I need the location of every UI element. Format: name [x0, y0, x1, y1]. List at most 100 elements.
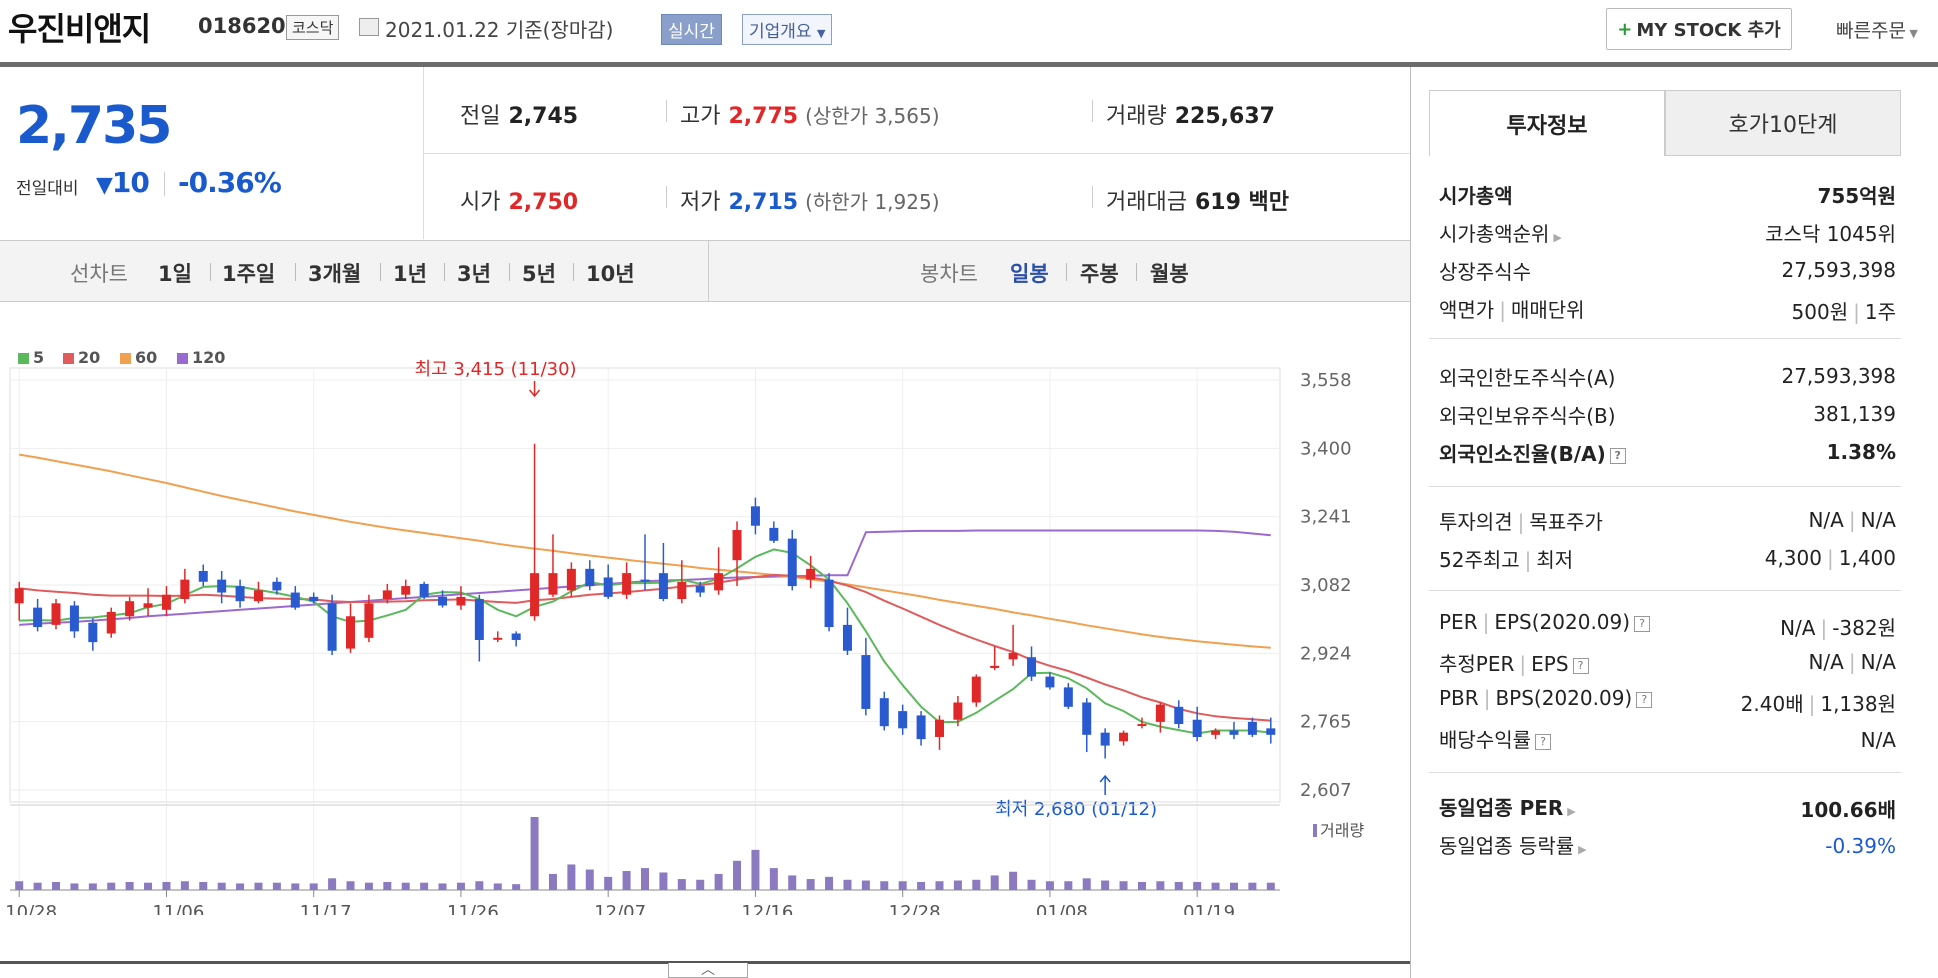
- candle-body: [787, 538, 797, 587]
- x-tick-label: 11/17: [300, 902, 352, 915]
- stock-chart[interactable]: 3,558 3,400 3,241 3,082 2,924 2,765 2,607 10/28…: [0, 335, 1410, 915]
- volume-bar: [825, 876, 834, 890]
- company-overview-button[interactable]: 기업개요 ▼: [742, 14, 833, 45]
- period-daily-candle[interactable]: 일봉: [1010, 262, 1049, 286]
- industry-rate-link[interactable]: 동일업종 등락률 ▶: [1439, 830, 1587, 859]
- help-icon[interactable]: ?: [1634, 615, 1651, 632]
- candle-body: [474, 599, 484, 640]
- x-tick-label: 10/28: [5, 902, 57, 915]
- est-per-val: N/A: [1808, 650, 1844, 674]
- par-unit-label: 액면가 | 매매단위: [1439, 298, 1585, 322]
- calendar-icon: [359, 18, 379, 36]
- week52-label: 52주최고 | 최저: [1439, 548, 1574, 572]
- candle-body: [217, 579, 227, 593]
- line-chart-label: 선차트: [70, 262, 128, 286]
- change-label: 전일대비: [16, 179, 79, 199]
- candle-body: [125, 601, 135, 617]
- volume-bar: [622, 871, 631, 890]
- current-price: 2,735: [16, 96, 172, 156]
- low-arrow-head: [1099, 774, 1111, 783]
- candle-body: [1063, 687, 1073, 707]
- header-divider: [0, 62, 1938, 67]
- help-icon[interactable]: ?: [1636, 691, 1653, 708]
- est-eps-val: N/A: [1860, 650, 1896, 674]
- y-tick-label: 3,082: [1300, 575, 1352, 596]
- tab-quote-10[interactable]: 호가10단계: [1665, 90, 1901, 156]
- collapse-toggle[interactable]: ︿: [668, 962, 748, 978]
- candle-body: [401, 586, 411, 595]
- stat-high-value: 2,775: [728, 104, 799, 129]
- legend-swatch: [18, 353, 29, 364]
- help-icon[interactable]: ?: [1535, 733, 1551, 750]
- tab-invest-info[interactable]: 투자정보: [1429, 90, 1665, 156]
- candle-body: [198, 570, 208, 582]
- help-icon[interactable]: ?: [1572, 657, 1589, 674]
- candle-body: [1229, 730, 1239, 735]
- change-amount: 10: [111, 166, 150, 199]
- opinion-label: 투자의견 | 목표주가: [1439, 510, 1603, 534]
- period-monthly-candle[interactable]: 월봉: [1150, 262, 1189, 286]
- period-1year[interactable]: 1년: [393, 262, 427, 286]
- candle-body: [695, 586, 705, 593]
- volume-bar: [1027, 879, 1036, 890]
- help-icon[interactable]: ?: [1609, 447, 1626, 464]
- section-divider: [1429, 486, 1901, 487]
- volume-bar: [585, 869, 594, 890]
- stat-low: 저가 2,715 (하한가 1,925): [680, 184, 940, 216]
- candle-body: [1100, 732, 1110, 746]
- volume-bar: [512, 884, 521, 890]
- period-1day[interactable]: 1일: [158, 262, 192, 286]
- low-annotation: 최저 2,680 (01/12): [995, 799, 1157, 820]
- candle-body: [272, 581, 282, 591]
- listed-shares-value: 27,593,398: [1781, 258, 1896, 282]
- realtime-button[interactable]: 실시간: [661, 14, 722, 45]
- volume-bar: [953, 880, 962, 890]
- period-10year[interactable]: 10년: [586, 262, 635, 286]
- volume-bar: [843, 879, 852, 890]
- candle-body: [253, 590, 263, 602]
- period-3month[interactable]: 3개월: [308, 262, 362, 286]
- ma-line-20: [19, 573, 1271, 722]
- chevron-down-icon: ▼: [816, 27, 826, 40]
- candle-body: [934, 719, 944, 737]
- par-value: 500원: [1791, 300, 1849, 324]
- stat-prev-value: 2,745: [508, 104, 579, 129]
- market-cap-rank-value: 코스닥 1045위: [1765, 222, 1896, 246]
- candle-body: [750, 506, 760, 526]
- candle-body: [732, 530, 742, 561]
- info-panel: [1410, 67, 1938, 978]
- add-my-stock-label: MY STOCK 추가: [1636, 20, 1781, 41]
- volume-bar: [714, 873, 723, 890]
- dividend-label: 배당수익률?: [1439, 724, 1551, 753]
- market-cap-label: 시가총액: [1439, 184, 1513, 208]
- volume-bar: [1174, 881, 1183, 890]
- opinion-value: N/A | N/A: [1808, 508, 1896, 532]
- target-text: 목표주가: [1529, 510, 1603, 534]
- volume-bar: [641, 868, 649, 890]
- est-per-text: 추정PER: [1439, 652, 1515, 676]
- market-cap-rank-link[interactable]: 시가총액순위 ▶: [1439, 218, 1562, 247]
- period-5year[interactable]: 5년: [522, 262, 556, 286]
- volume-bar: [236, 883, 245, 890]
- divider: [573, 263, 574, 281]
- market-cap-value: 755억원: [1817, 184, 1896, 208]
- candle-chart-label: 봉차트: [920, 262, 978, 286]
- period-1week[interactable]: 1주일: [222, 262, 276, 286]
- volume-bar: [33, 882, 42, 890]
- volume-bar: [917, 881, 926, 890]
- candle-body: [511, 633, 521, 640]
- volume-bar: [162, 881, 171, 890]
- add-my-stock-button[interactable]: + MY STOCK 추가: [1606, 8, 1792, 50]
- quick-order-button[interactable]: 빠른주문 ▼: [1836, 16, 1918, 43]
- industry-per-link[interactable]: 동일업종 PER ▶: [1439, 792, 1576, 821]
- candle-body: [640, 579, 650, 582]
- candle-body: [842, 624, 852, 651]
- opinion-text: 투자의견: [1439, 510, 1513, 534]
- candle-body: [161, 594, 171, 610]
- period-3year[interactable]: 3년: [457, 262, 491, 286]
- period-weekly-candle[interactable]: 주봉: [1080, 262, 1119, 286]
- y-tick-label: 2,924: [1300, 643, 1352, 664]
- triangle-right-icon: ▶: [1553, 231, 1562, 244]
- candle-body: [69, 605, 79, 632]
- pbr-text: PBR: [1439, 686, 1479, 710]
